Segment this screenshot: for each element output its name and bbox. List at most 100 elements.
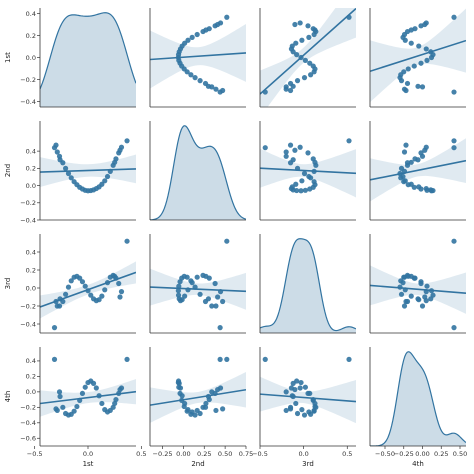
data-point (283, 407, 289, 414)
plot-area (370, 138, 466, 202)
data-point (310, 396, 316, 403)
y-tick-label: 0.4 (26, 357, 36, 365)
data-point (423, 289, 429, 295)
data-point (79, 390, 86, 397)
data-point (297, 20, 303, 26)
data-point (102, 287, 108, 293)
x-tick-label: 0.5 (342, 450, 352, 458)
data-point (104, 280, 111, 286)
data-point (294, 165, 301, 171)
data-point (217, 325, 223, 331)
data-point (96, 393, 102, 399)
data-point (65, 170, 72, 177)
y-axis-label: 3rd (4, 278, 12, 290)
data-point (189, 280, 195, 286)
data-point (57, 296, 63, 302)
regression-line (370, 39, 466, 73)
plot-area (40, 138, 136, 194)
data-point (422, 21, 428, 28)
x-tick-label: 0.75 (239, 450, 253, 458)
plot-area (370, 238, 466, 331)
data-point (302, 384, 308, 390)
data-point (212, 390, 218, 397)
data-point (63, 291, 69, 297)
data-point (177, 385, 184, 391)
data-point (182, 400, 188, 407)
regression-line (370, 284, 466, 295)
data-point (53, 406, 59, 412)
y-tick-label: −0.4 (20, 98, 36, 106)
x-tick-label: −0.5 (27, 450, 43, 458)
data-point (188, 72, 194, 78)
data-point (213, 407, 219, 414)
kde-fill (40, 12, 136, 107)
cell-4th-vs-4th: −0.50−0.25 0.00 0.25 0.50 4th (369, 347, 467, 468)
kde-line (260, 238, 356, 332)
data-point (197, 78, 203, 84)
y-tick-label: 0.2 (26, 32, 36, 40)
cell-2nd-vs-4th (369, 121, 466, 221)
x-tick-label: 0.25 (197, 450, 211, 458)
data-point (117, 386, 123, 393)
y-tick-label: 0.0 (26, 54, 36, 62)
data-point (60, 404, 66, 410)
data-point (418, 150, 424, 156)
data-point (403, 142, 409, 148)
data-point (220, 406, 226, 412)
data-point (213, 303, 219, 309)
cell-1st-vs-2nd (149, 8, 246, 108)
data-point (177, 279, 183, 285)
data-point (424, 57, 430, 63)
kde-fill (150, 125, 246, 220)
data-point (346, 356, 352, 362)
data-point (287, 87, 294, 94)
data-point (451, 238, 457, 244)
kde-line (370, 351, 466, 446)
data-point (292, 21, 298, 28)
data-point (302, 57, 308, 63)
data-point (287, 142, 294, 148)
y-axis-label: 1st (4, 52, 12, 63)
data-point (305, 150, 311, 156)
data-point (189, 409, 195, 415)
data-point (65, 284, 72, 290)
plot-area (150, 238, 246, 331)
data-point (283, 86, 289, 92)
data-point (203, 400, 209, 407)
y-tick-label: 0.2 (26, 373, 36, 381)
y-tick-label: 0.4 (26, 10, 36, 18)
x-tick-label: 0.50 (453, 450, 467, 458)
y-tick-label: −0.4 (20, 419, 36, 427)
data-point (182, 293, 188, 299)
data-point (77, 397, 83, 403)
x-axis-label: 1st (83, 460, 94, 468)
data-point (197, 291, 203, 297)
data-point (283, 153, 289, 159)
cell-4th-vs-2nd: −0.25 0.00 0.25 0.50 0.75 2nd (149, 347, 253, 468)
data-point (298, 54, 304, 61)
data-point (224, 356, 230, 362)
plot-area (40, 238, 136, 331)
data-point (212, 280, 218, 287)
data-point (418, 60, 424, 66)
y-tick-label: −0.2 (20, 76, 36, 84)
data-point (85, 288, 91, 294)
cell-2nd-vs-1st: −0.4 −0.2 0.0 0.2 0.4 2nd (4, 121, 136, 224)
data-point (96, 297, 102, 303)
data-point (189, 34, 195, 40)
plot-area (40, 12, 136, 107)
x-tick-label: 0.50 (218, 450, 232, 458)
data-point (82, 384, 88, 390)
plot-area (150, 125, 246, 220)
cell-1st-vs-3rd (259, 8, 356, 108)
data-point (305, 23, 311, 29)
data-point (301, 75, 308, 81)
data-point (290, 157, 296, 163)
data-point (290, 380, 296, 386)
data-point (112, 273, 118, 279)
data-point (116, 280, 122, 287)
cell-4th-vs-3rd: −0.5 0.0 0.5 3rd (252, 347, 356, 468)
data-point (404, 80, 411, 87)
data-point (215, 21, 221, 28)
data-point (224, 14, 230, 20)
